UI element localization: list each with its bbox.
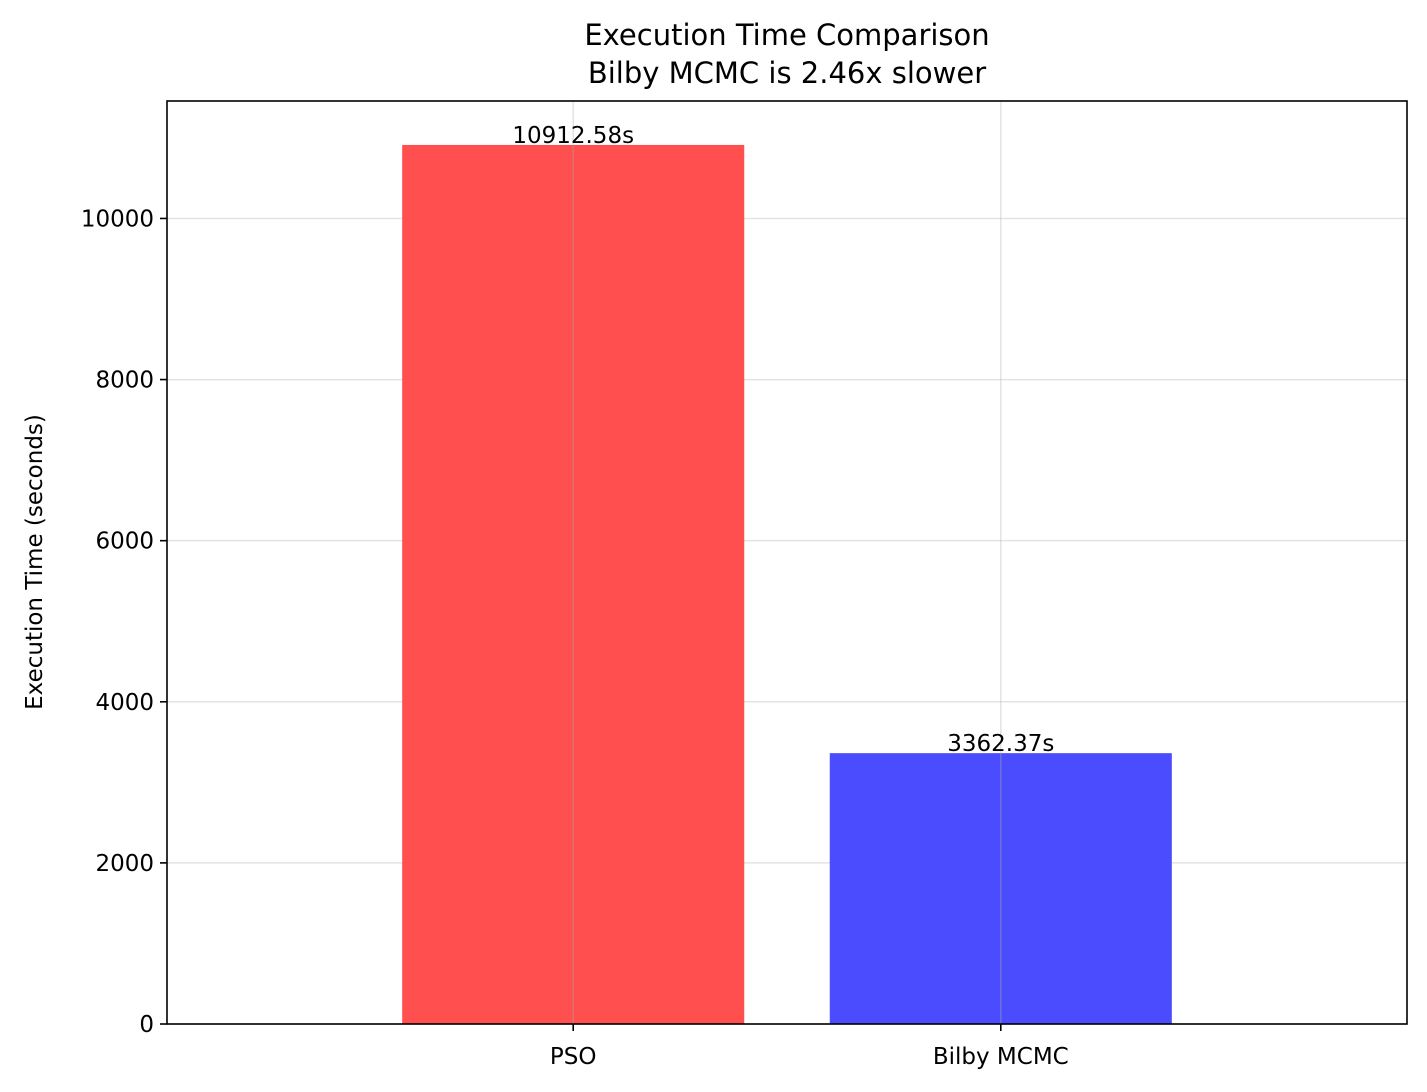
chart-title: Execution Time Comparison (584, 18, 989, 52)
y-tick-label: 10000 (81, 206, 154, 232)
y-tick-label: 0 (139, 1012, 154, 1038)
x-tick-label: Bilby MCMC (933, 1044, 1069, 1070)
y-tick-label: 4000 (95, 690, 154, 716)
y-tick-label: 6000 (95, 529, 154, 555)
x-tick-label: PSO (550, 1044, 597, 1070)
bar-value-label: 10912.58s (512, 123, 634, 149)
y-axis-label: Execution Time (seconds) (22, 414, 48, 710)
bar (402, 144, 745, 1025)
x-axis: PSO Bilby MCMC (550, 1024, 1069, 1070)
plot-frame (166, 100, 1408, 1025)
data-labels: 10912.58s 3362.37s (512, 123, 1054, 757)
y-axis: 0 2000 4000 6000 8000 10000 (81, 206, 167, 1038)
y-tick-label: 8000 (95, 368, 154, 394)
plot-area: 10912.58s 3362.37s 0 2000 4000 6000 8000 10000… (81, 100, 1408, 1070)
bar (829, 753, 1172, 1024)
chart-subtitle: Bilby MCMC is 2.46x slower (588, 56, 986, 90)
bar-value-label: 3362.37s (947, 731, 1054, 757)
y-tick-label: 2000 (95, 851, 154, 877)
x-grid-lines (572, 101, 1002, 1024)
bars (402, 144, 1172, 1025)
